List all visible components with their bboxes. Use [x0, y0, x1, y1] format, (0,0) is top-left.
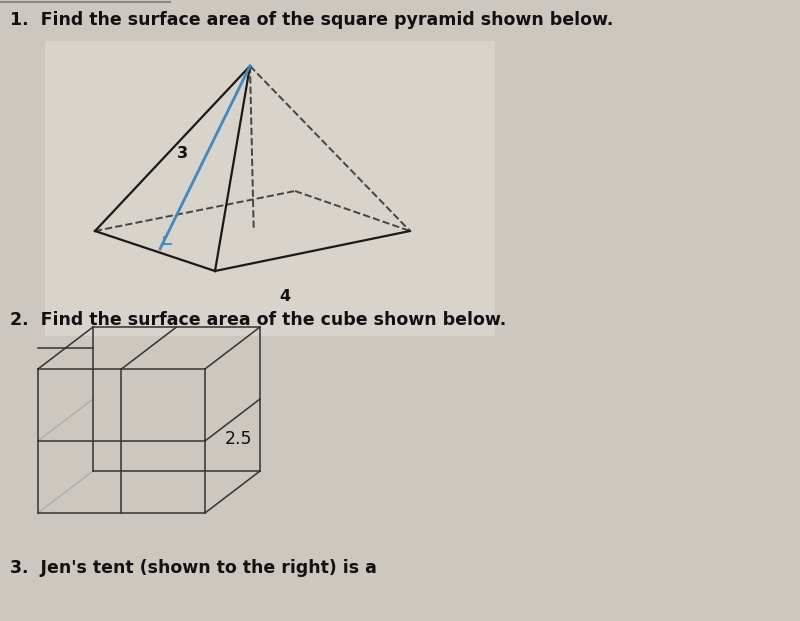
- Text: 2.5: 2.5: [225, 430, 253, 448]
- Text: 3: 3: [177, 145, 188, 160]
- Text: 3.  Jen's tent (shown to the right) is a: 3. Jen's tent (shown to the right) is a: [10, 559, 377, 577]
- Text: 2.  Find the surface area of the cube shown below.: 2. Find the surface area of the cube sho…: [10, 311, 506, 329]
- Text: 1.  Find the surface area of the square pyramid shown below.: 1. Find the surface area of the square p…: [10, 11, 614, 29]
- FancyBboxPatch shape: [45, 41, 495, 336]
- Text: 4: 4: [279, 289, 290, 304]
